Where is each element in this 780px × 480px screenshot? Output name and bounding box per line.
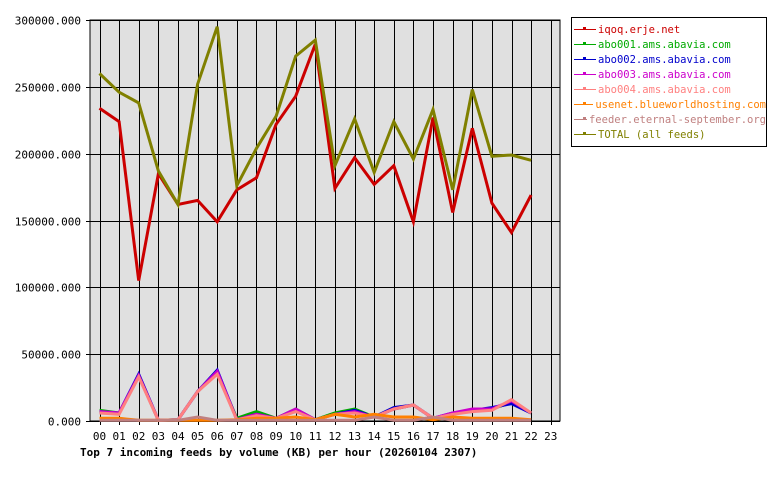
- y-tick-label: 300000.000: [15, 15, 81, 28]
- y-tick-label: 250000.000: [15, 82, 81, 95]
- x-tick-label: 01: [112, 430, 125, 443]
- x-tick-label: 15: [387, 430, 400, 443]
- y-tick-label: 200000.000: [15, 149, 81, 162]
- y-tick-label: 100000.000: [15, 282, 81, 295]
- x-tick-label: 17: [426, 430, 439, 443]
- x-tick-label: 04: [171, 430, 185, 443]
- legend-item: feeder.eternal-september.org: [574, 112, 766, 127]
- legend: iqoq.erje.net abo001.ams.abavia.com abo002…: [571, 17, 767, 147]
- x-tick-label: 00: [93, 430, 106, 443]
- legend-label: abo001.ams.abavia.com: [598, 38, 731, 51]
- x-axis-labels: 00 01 02 03 04 05 06 07 08 09 10 11 12 13 14 15 16 17 18 19…: [93, 430, 558, 443]
- legend-item: abo002.ams.abavia.com: [574, 52, 766, 67]
- legend-label: abo002.ams.abavia.com: [598, 53, 731, 66]
- x-tick-label: 09: [269, 430, 282, 443]
- x-tick-label: 19: [466, 430, 479, 443]
- legend-item: abo004.ams.abavia.com: [574, 82, 766, 97]
- legend-item: abo001.ams.abavia.com: [574, 37, 766, 52]
- x-tick-label: 11: [309, 430, 322, 443]
- y-tick-label: 150000.000: [15, 216, 81, 229]
- legend-line-marker-icon: [574, 55, 596, 64]
- legend-label: abo003.ams.abavia.com: [598, 68, 731, 81]
- x-tick-label: 02: [132, 430, 145, 443]
- legend-label: feeder.eternal-september.org: [588, 113, 766, 126]
- x-tick-label: 18: [446, 430, 459, 443]
- legend-label: usenet.blueworldhosting.com: [595, 98, 766, 111]
- x-tick-label: 10: [289, 430, 302, 443]
- x-tick-label: 03: [152, 430, 165, 443]
- y-axis-labels: 0.000 50000.000 100000.000 150000.000 200000…: [15, 15, 81, 429]
- x-tick-label: 08: [250, 430, 263, 443]
- chart-title: Top 7 incoming feeds by volume (KB) per …: [80, 446, 477, 459]
- legend-label: iqoq.erje.net: [598, 23, 681, 36]
- legend-line-marker-icon: [574, 70, 596, 79]
- legend-item: TOTAL (all feeds): [574, 127, 766, 142]
- series-line: [98, 26, 532, 209]
- legend-line-marker-icon: [574, 25, 596, 34]
- x-tick-label: 05: [191, 430, 204, 443]
- x-tick-label: 14: [368, 430, 382, 443]
- legend-label: TOTAL (all feeds): [598, 128, 706, 141]
- y-tick-label: 50000.000: [21, 349, 81, 362]
- x-tick-label: 06: [211, 430, 224, 443]
- x-tick-label: 20: [485, 430, 498, 443]
- x-tick-label: 21: [505, 430, 518, 443]
- x-tick-label: 07: [230, 430, 243, 443]
- legend-line-marker-icon: [574, 40, 596, 49]
- legend-line-marker-icon: [574, 115, 587, 124]
- legend-line-marker-icon: [574, 100, 594, 109]
- legend-line-marker-icon: [574, 85, 596, 94]
- x-tick-label: 12: [328, 430, 341, 443]
- legend-item: abo003.ams.abavia.com: [574, 67, 766, 82]
- x-tick-label: 16: [407, 430, 420, 443]
- series-line: [99, 415, 532, 422]
- x-tick-label: 22: [525, 430, 538, 443]
- plot-area: [89, 19, 561, 422]
- legend-line-marker-icon: [574, 130, 596, 139]
- x-tick-label: 13: [348, 430, 361, 443]
- data-series: [98, 26, 533, 422]
- legend-item: usenet.blueworldhosting.com: [574, 97, 766, 112]
- legend-label: abo004.ams.abavia.com: [598, 83, 731, 96]
- y-tick-label: 0.000: [48, 416, 81, 429]
- x-tick-label: 23: [544, 430, 557, 443]
- legend-item: iqoq.erje.net: [574, 22, 766, 37]
